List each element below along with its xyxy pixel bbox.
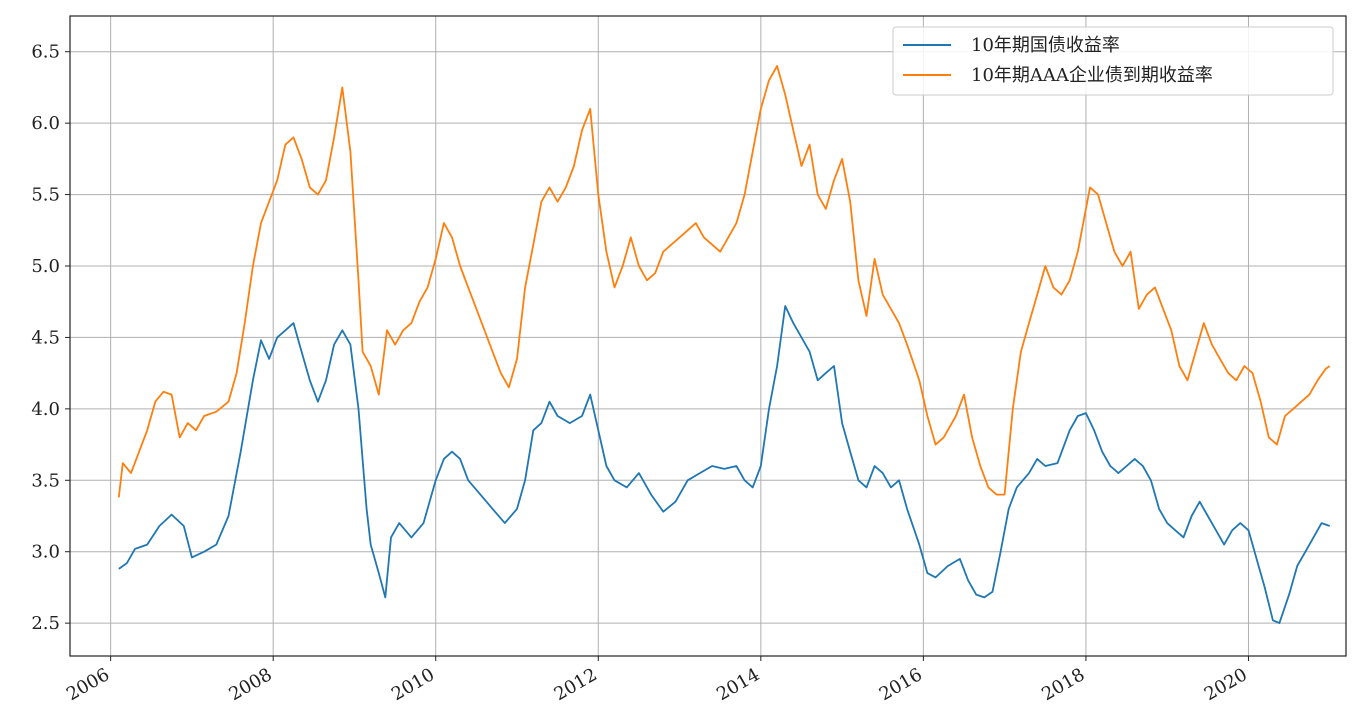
x-tick-label: 2008	[226, 664, 276, 705]
plot-frame	[69, 15, 1347, 657]
y-tick-label: 3.5	[31, 470, 60, 491]
legend: 10年期国债收益率 10年期AAA企业债到期收益率	[892, 26, 1334, 96]
y-tick-label: 5.0	[31, 256, 60, 277]
y-tick-label: 6.0	[31, 113, 60, 134]
y-tick-label: 2.5	[31, 613, 60, 634]
y-tick-label: 3.0	[31, 542, 60, 563]
y-tick-label: 5.5	[31, 185, 60, 206]
x-tick-label: 2014	[713, 664, 763, 705]
legend-box	[892, 26, 1334, 96]
y-tick-label: 6.5	[31, 42, 60, 63]
axes-layer: 2.5 3.0 3.5 4.0 4.5 5.0 5.5 6.0 6.5 2006 2008 2010 2…	[31, 15, 1347, 705]
y-tick-label: 4.0	[31, 399, 60, 420]
series-line-1	[117, 65, 1331, 498]
y-tick-label: 4.5	[31, 327, 60, 348]
series-layer	[117, 65, 1331, 624]
legend-label-0: 10年期国债收益率	[971, 35, 1120, 56]
legend-label-1: 10年期AAA企业债到期收益率	[971, 65, 1213, 86]
x-tick-label: 2016	[876, 664, 926, 705]
x-tick-label: 2012	[551, 664, 601, 705]
x-tick-label: 2018	[1038, 664, 1088, 705]
grid-layer	[70, 16, 1346, 656]
x-tick-label: 2010	[388, 664, 438, 705]
x-tick-label: 2006	[63, 664, 113, 705]
x-tick-label: 2020	[1201, 664, 1251, 705]
series-line-0	[118, 305, 1331, 624]
